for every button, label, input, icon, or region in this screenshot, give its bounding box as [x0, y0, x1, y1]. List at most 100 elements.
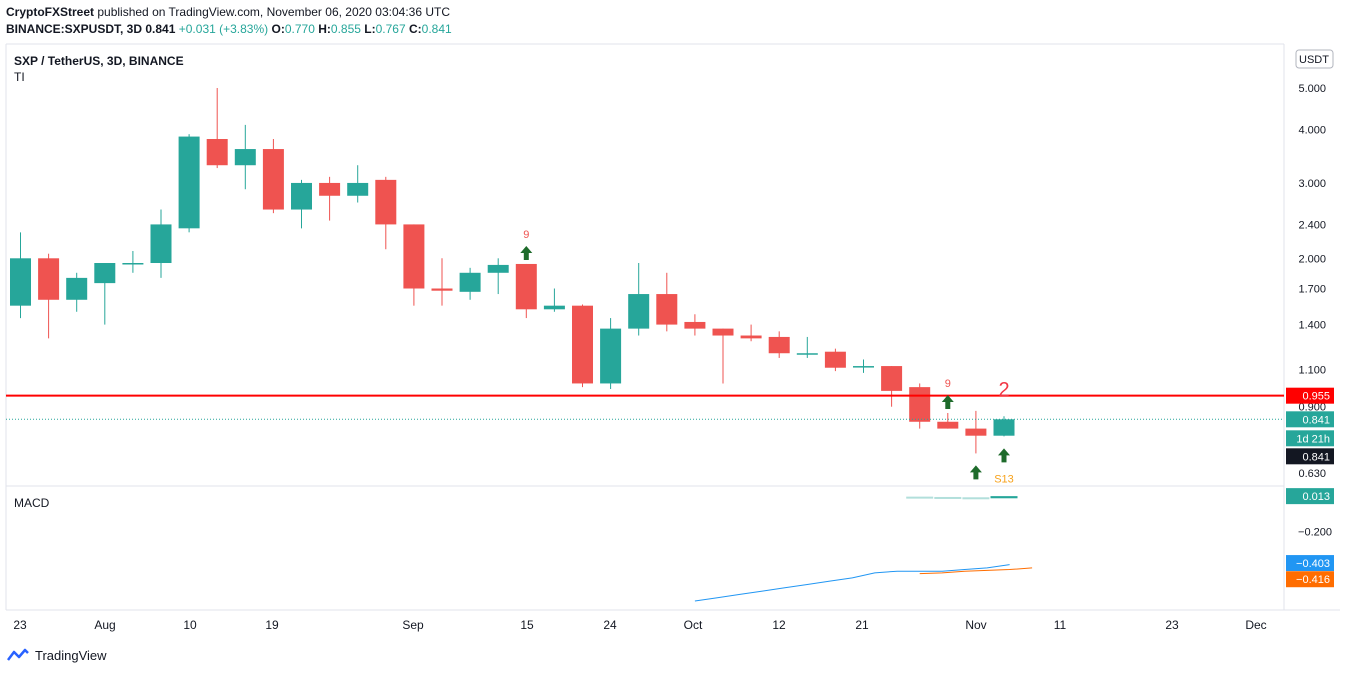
time-tick-label: 12	[772, 618, 786, 632]
resistance-price-tag-bg	[1286, 387, 1334, 404]
time-tick-label: 19	[265, 618, 279, 632]
time-tick-label: Aug	[94, 618, 115, 632]
time-tick-label: 10	[183, 618, 197, 632]
price-tick-label: 2.000	[1298, 253, 1326, 265]
low-label: L:	[364, 22, 376, 36]
candle-body	[881, 366, 903, 391]
currency-button[interactable]	[1295, 49, 1334, 69]
candle-body	[712, 328, 734, 336]
price-tick-label: 1.700	[1298, 284, 1326, 296]
countdown-tag: 1d 21h	[1296, 433, 1330, 445]
currency-label: USDT	[1299, 54, 1329, 66]
resistance-price-tag: 0.955	[1302, 391, 1330, 403]
publisher-name[interactable]: CryptoFXStreet	[6, 5, 95, 19]
candle-body	[178, 136, 200, 229]
candle-body	[543, 305, 565, 310]
price-tick-label: 4.000	[1298, 124, 1326, 136]
candle-body	[824, 351, 846, 368]
price-tick-label: 1.400	[1298, 320, 1326, 332]
time-tick-label: Nov	[965, 618, 986, 632]
last-price-tag-bg	[1286, 411, 1334, 428]
candle-body	[291, 182, 312, 210]
macd-histogram-bar	[906, 496, 934, 499]
close-value: 0.841	[421, 22, 452, 36]
signal-arrow-icon	[969, 465, 982, 480]
macd-histogram-tag-bg	[1286, 488, 1334, 505]
time-tick-label: 23	[13, 618, 27, 632]
countdown-tag-bg	[1286, 430, 1334, 447]
candle-body	[234, 149, 256, 166]
macd-pane: −0.200	[694, 496, 1332, 602]
signal-value-tag: −0.416	[1296, 574, 1330, 586]
signal-value-tag-bg	[1286, 571, 1334, 588]
candle-body	[937, 421, 959, 429]
signal-line	[919, 567, 1033, 575]
time-tick-label: Oct	[684, 618, 703, 632]
wave-marker-label: 2	[998, 379, 1009, 401]
candle-body	[347, 182, 369, 196]
price-tick-label: 0.900	[1298, 402, 1326, 414]
time-tick-label: 23	[1165, 618, 1179, 632]
last-price-tag: 0.841	[1302, 414, 1330, 426]
candle-body	[122, 263, 144, 265]
candle-body	[740, 335, 762, 339]
series-title: SXP / TetherUS, 3D, BINANCE	[14, 54, 184, 68]
time-tick-label: Dec	[1245, 618, 1266, 632]
td-count-label: 9	[945, 378, 951, 390]
candle-body	[431, 288, 453, 291]
price-tick-label: 1.100	[1298, 364, 1326, 376]
high-value: 0.855	[330, 22, 361, 36]
macd-label: MACD	[14, 496, 50, 510]
symbol-label: BINANCE:SXPUSDT, 3D	[6, 22, 143, 36]
high-label: H:	[318, 22, 331, 36]
macd-tick-label: −0.200	[1298, 526, 1332, 538]
candle-body	[515, 263, 537, 310]
signal-arrow-icon	[998, 448, 1010, 463]
macd-histogram-tag: 0.013	[1302, 491, 1330, 503]
open-label: O:	[271, 22, 285, 36]
time-tick-label: 24	[603, 618, 617, 632]
time-tick-label: 11	[1054, 618, 1067, 632]
signal-arrow-icon	[520, 245, 533, 260]
candle-body	[38, 258, 60, 300]
macd-histogram-bar	[934, 496, 962, 499]
candles	[10, 88, 1015, 454]
candle-body	[10, 258, 31, 306]
macd-line	[694, 564, 1010, 602]
close-price-tag-bg	[1286, 448, 1334, 465]
price-tick-label: 0.630	[1298, 468, 1326, 480]
macd-histogram-bar	[990, 496, 1018, 499]
price-tick-label: 5.000	[1298, 83, 1326, 95]
candle-body	[768, 336, 790, 354]
candle-body	[66, 277, 88, 300]
candle-body	[993, 419, 1015, 436]
price-axis: 5.000 4.000 3.000 2.400 2.000 1.700 1.400 1.100…	[1298, 83, 1326, 480]
overlays: 9 9 2 S13	[6, 229, 1284, 485]
macd-value-tag-bg	[1286, 555, 1334, 572]
signal-arrow-icon	[941, 395, 954, 410]
time-tick-label: 15	[520, 618, 534, 632]
close-label: C:	[408, 22, 422, 36]
candle-body	[262, 149, 284, 210]
low-value: 0.767	[375, 22, 406, 36]
footer: TradingView	[6, 647, 107, 663]
time-tick-label: Sep	[402, 618, 424, 632]
candle-body	[600, 328, 622, 384]
macd-value-tag: −0.403	[1296, 558, 1330, 570]
candle-body	[853, 366, 874, 368]
candle-body	[572, 305, 593, 384]
candle-body	[656, 294, 678, 325]
macd-histogram-bar	[962, 497, 990, 500]
time-tick-label: 21	[855, 618, 869, 632]
last-price: 0.841	[145, 22, 176, 36]
td-count-label: S13	[994, 473, 1014, 485]
open-value: 0.770	[284, 22, 315, 36]
publish-info: published on TradingView.com, November 0…	[97, 5, 451, 19]
candle-body	[459, 272, 481, 292]
price-tick-label: 3.000	[1298, 178, 1326, 190]
td-count-label: 9	[523, 229, 529, 241]
candle-body	[375, 179, 397, 225]
tradingview-brand[interactable]: TradingView	[35, 647, 107, 663]
candle-body	[796, 353, 818, 355]
